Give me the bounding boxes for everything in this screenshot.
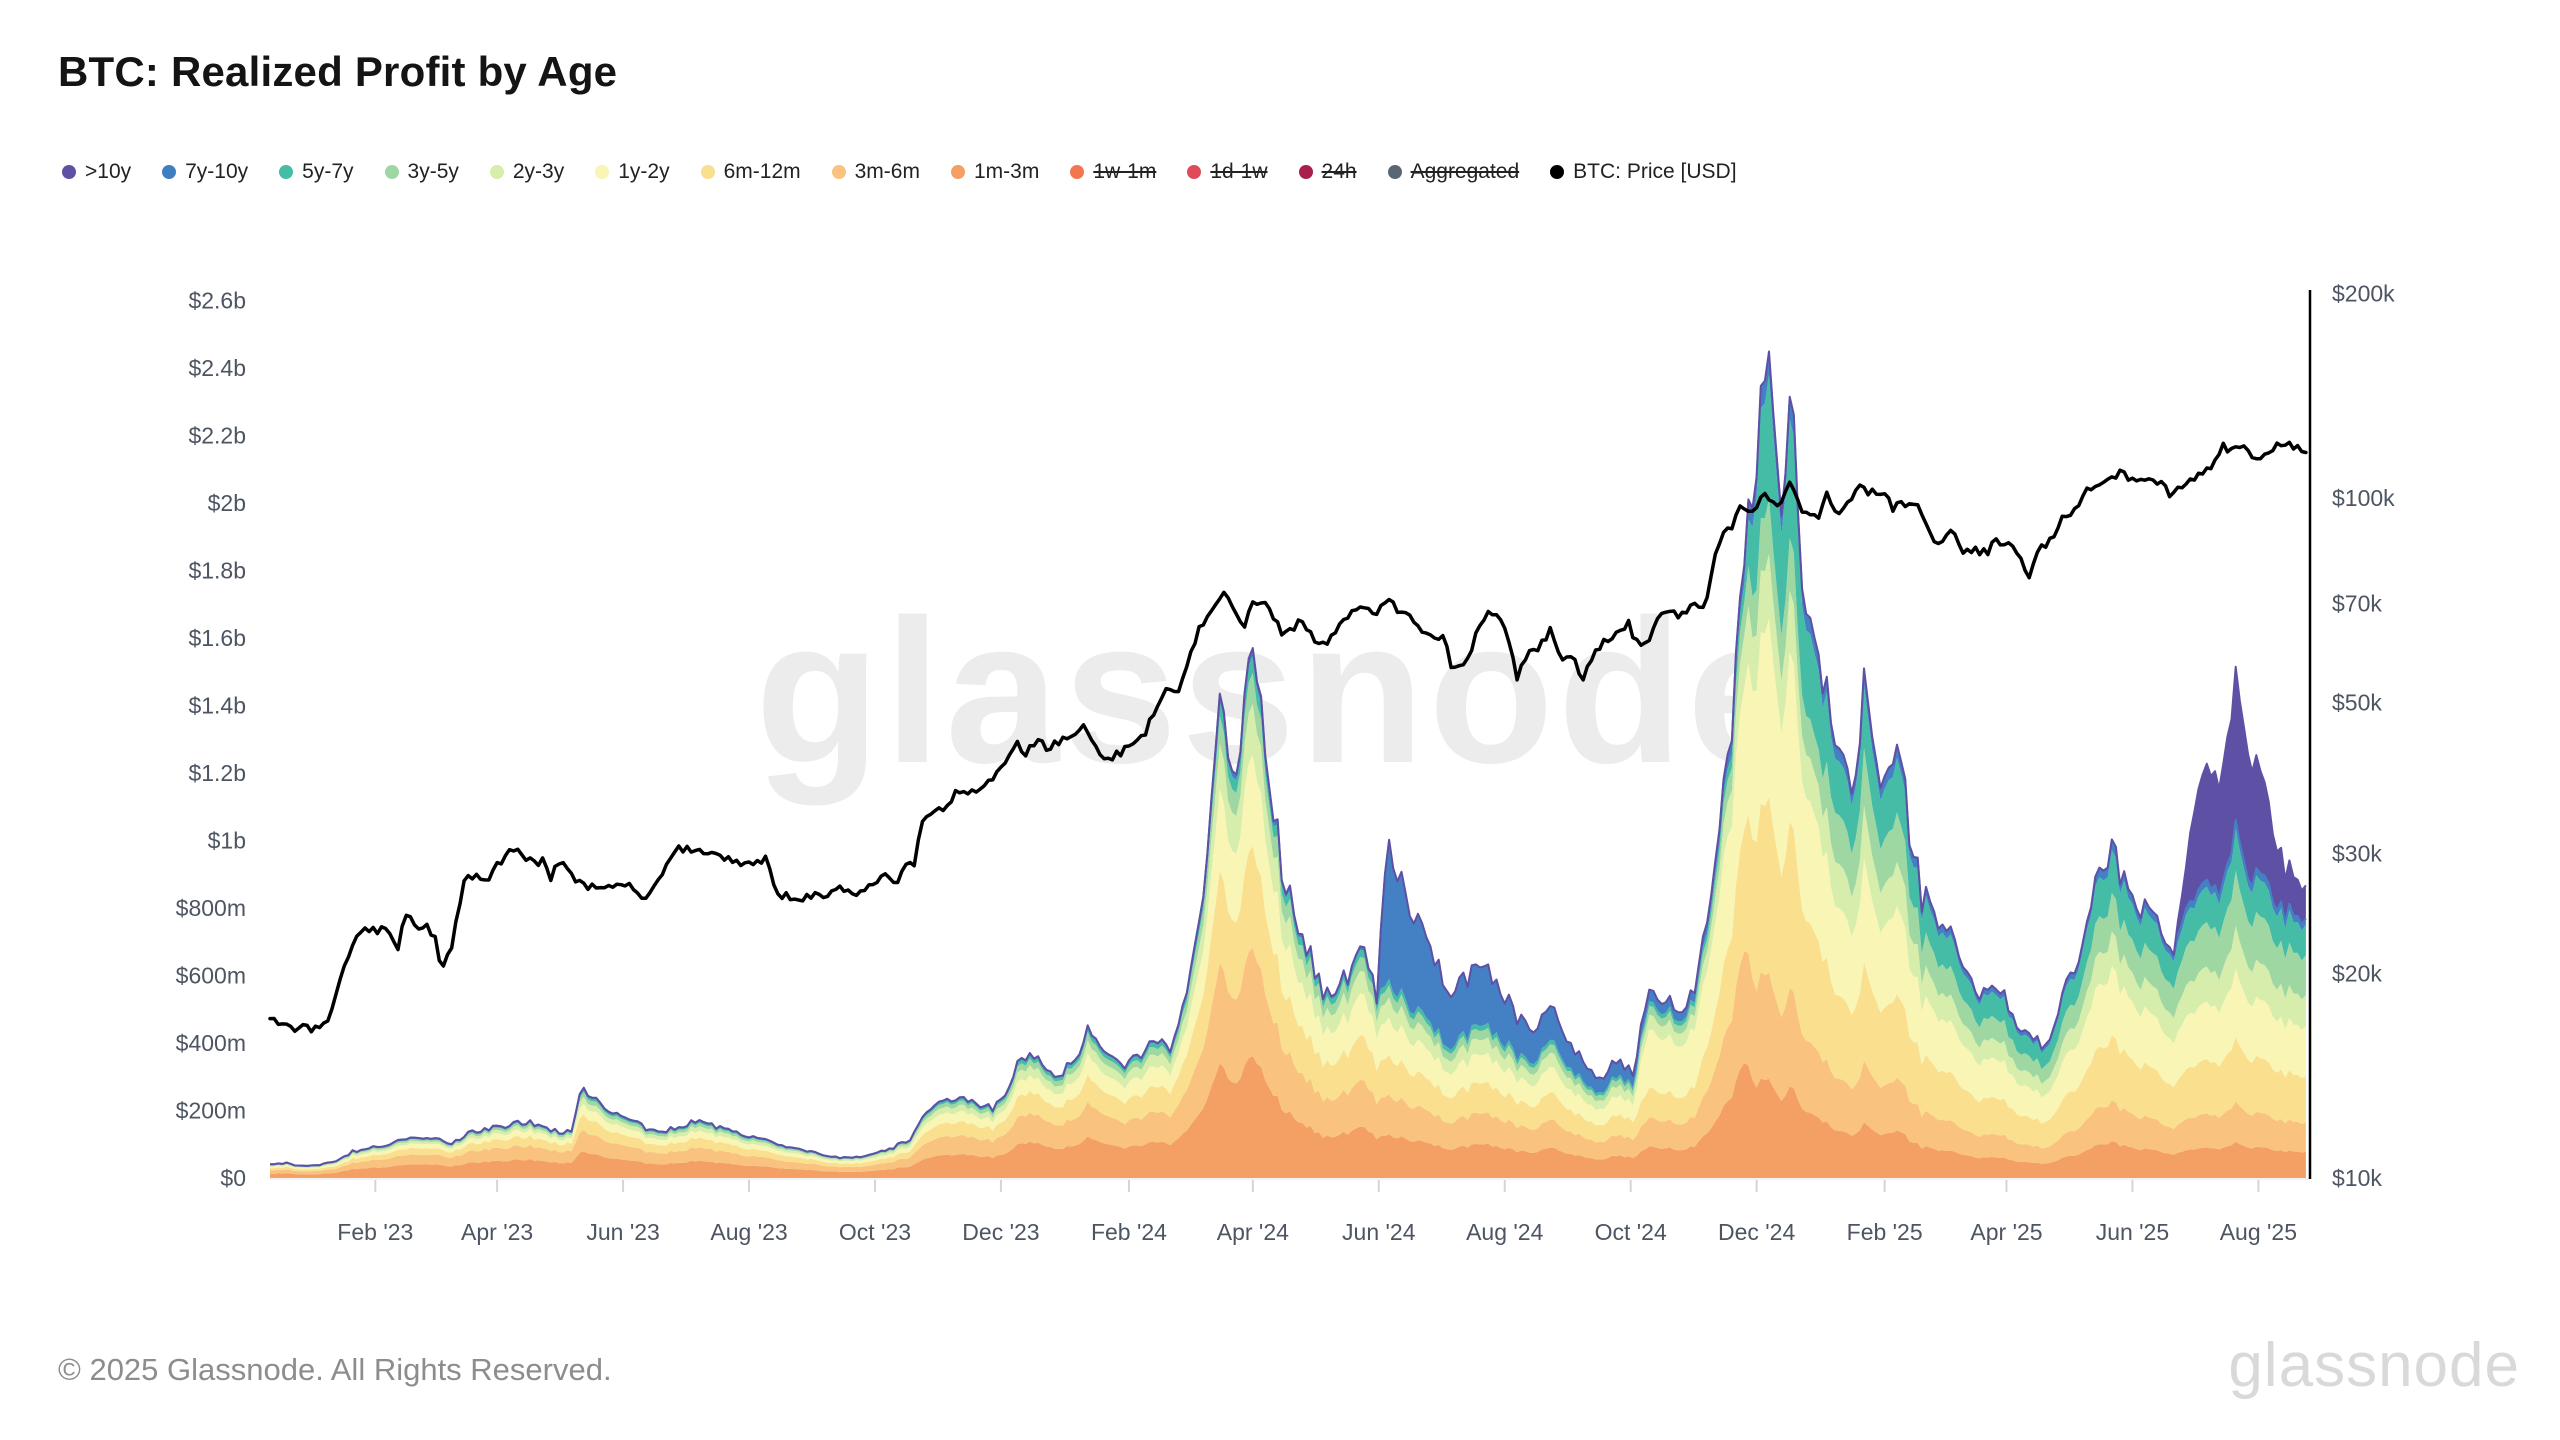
y-right-tick-label: $100k — [2332, 485, 2395, 511]
y-left-tick-label: $2.6b — [188, 288, 246, 314]
legend-item-label: 3y-5y — [407, 160, 459, 183]
x-tick-label: Feb '24 — [1091, 1219, 1167, 1245]
x-tick-label: Dec '23 — [962, 1219, 1039, 1245]
legend-item-label: 1m-3m — [973, 160, 1040, 183]
legend-item-6m-12m[interactable]: 6m-12m — [700, 160, 801, 184]
legend-dot-icon — [1550, 165, 1565, 179]
x-tick-label: Oct '23 — [839, 1219, 911, 1245]
legend-dot-icon — [595, 165, 610, 179]
legend-item-label: 5y-7y — [302, 160, 354, 183]
legend-item-aggregated[interactable]: Aggregated — [1387, 160, 1520, 184]
legend-item-3m-6m[interactable]: 3m-6m — [831, 160, 920, 184]
y-right-tick-label: $200k — [2332, 280, 2395, 306]
x-tick-label: Aug '25 — [2220, 1219, 2297, 1245]
legend-dot-icon — [700, 165, 715, 179]
y-right-tick-label: $70k — [2332, 590, 2382, 616]
legend-item-label: Aggregated — [1410, 160, 1520, 183]
area-band-1y-2y — [270, 618, 2306, 1170]
legend-item-7y-10y[interactable]: 7y-10y — [162, 160, 248, 184]
legend-dot-icon — [1298, 165, 1313, 179]
y-left-tick-label: $2b — [208, 490, 246, 516]
legend-item-label: 2y-3y — [512, 160, 565, 183]
area-band-6m-12m — [270, 797, 2306, 1172]
legend-item-1w-1m[interactable]: 1w-1m — [1070, 160, 1156, 184]
legend-dot-icon — [162, 165, 177, 179]
legend-item-label: 7y-10y — [185, 160, 249, 183]
x-tick-label: Aug '24 — [1466, 1219, 1543, 1245]
area-band-1m-3m — [270, 1056, 2306, 1178]
legend-item-1y-2y[interactable]: 1y-2y — [595, 160, 670, 184]
legend-item-label: 6m-12m — [723, 160, 801, 183]
area-band-3m-6m — [270, 947, 2306, 1175]
y-right-tick-label: $10k — [2332, 1165, 2382, 1191]
legend-item-1d-1w[interactable]: 1d-1w — [1187, 160, 1268, 184]
y-left-tick-label: $1b — [208, 828, 246, 854]
legend-dot-icon — [950, 165, 965, 179]
y-left-tick-label: $0 — [220, 1165, 246, 1191]
legend-dot-icon — [62, 165, 76, 179]
legend-item-24h[interactable]: 24h — [1298, 160, 1357, 184]
y-right-tick-label: $50k — [2332, 690, 2382, 716]
x-tick-label: Aug '23 — [710, 1219, 787, 1245]
legend-item-label: 24h — [1321, 160, 1357, 183]
legend-item-label: 1y-2y — [618, 160, 670, 183]
x-tick-label: Jun '24 — [1342, 1219, 1416, 1245]
legend-dot-icon — [831, 165, 846, 179]
page-title: BTC: Realized Profit by Age — [58, 48, 618, 95]
band-edge-gt10y — [270, 350, 2307, 1167]
x-tick-label: Jun '23 — [586, 1219, 659, 1245]
area-band-2y-3y — [270, 553, 2306, 1169]
legend-item-10y[interactable]: >10y — [62, 160, 131, 184]
legend-dot-icon — [384, 165, 399, 179]
legend-item-2y-3y[interactable]: 2y-3y — [489, 160, 565, 184]
y-left-tick-label: $2.4b — [188, 355, 246, 381]
y-left-tick-label: $1.2b — [188, 760, 246, 786]
legend-item-label: >10y — [85, 160, 132, 183]
legend-item-label: 1w-1m — [1093, 160, 1157, 183]
legend: >10y 7y-10y 5y-7y 3y-5y 2y-3y 1y-2y 6m-12m 3m-6… — [62, 160, 1737, 184]
x-tick-label: Jun '25 — [2096, 1219, 2169, 1245]
y-left-tick-label: $200m — [176, 1098, 246, 1124]
legend-item-label: BTC: Price [USD] — [1573, 160, 1737, 183]
glassnode-logo: glassnode — [2228, 1331, 2520, 1400]
legend-item-3y-5y[interactable]: 3y-5y — [384, 160, 459, 184]
x-tick-label: Feb '25 — [1847, 1219, 1923, 1245]
legend-dot-icon — [279, 165, 294, 179]
legend-item-label: 3m-6m — [854, 160, 920, 183]
y-left-tick-label: $400m — [176, 1030, 246, 1056]
area-band-7y-10y — [270, 354, 2306, 1167]
legend-item-btc-price-usd[interactable]: BTC: Price [USD] — [1550, 160, 1737, 184]
stacked-areas — [270, 350, 2307, 1178]
area-band-5y-7y — [270, 375, 2306, 1167]
legend-dot-icon — [489, 165, 504, 179]
x-tick-label: Apr '25 — [1970, 1219, 2042, 1245]
y-left-tick-label: $1.4b — [188, 693, 246, 719]
y-left-tick-label: $800m — [176, 895, 246, 921]
legend-dot-icon — [1387, 165, 1402, 179]
watermark: glassnode — [755, 577, 1805, 806]
x-tick-label: Dec '24 — [1718, 1219, 1795, 1245]
legend-item-label: 1d-1w — [1210, 160, 1268, 183]
x-tick-label: Apr '23 — [461, 1219, 533, 1245]
y-right-tick-label: $30k — [2332, 841, 2382, 867]
y-left-tick-label: $1.6b — [188, 625, 246, 651]
y-right-tick-label: $20k — [2332, 960, 2382, 986]
legend-dot-icon — [1187, 165, 1202, 179]
y-left-tick-label: $1.8b — [188, 558, 246, 584]
btc-price-line — [268, 440, 2308, 1034]
x-tick-label: Apr '24 — [1217, 1219, 1289, 1245]
legend-dot-icon — [1070, 165, 1085, 179]
legend-item-5y-7y[interactable]: 5y-7y — [279, 160, 354, 184]
axes: Feb '23 Apr '23 Jun '23 Aug '23 Oct '23 Dec '… — [176, 280, 2395, 1245]
x-tick-label: Feb '23 — [337, 1219, 413, 1245]
legend-item-1m-3m[interactable]: 1m-3m — [950, 160, 1040, 184]
x-tick-label: Oct '24 — [1595, 1219, 1667, 1245]
y-left-tick-label: $600m — [176, 963, 246, 989]
copyright-text: © 2025 Glassnode. All Rights Reserved. — [58, 1352, 612, 1387]
y-left-tick-label: $2.2b — [188, 423, 246, 449]
area-band-3y-5y — [270, 498, 2306, 1168]
